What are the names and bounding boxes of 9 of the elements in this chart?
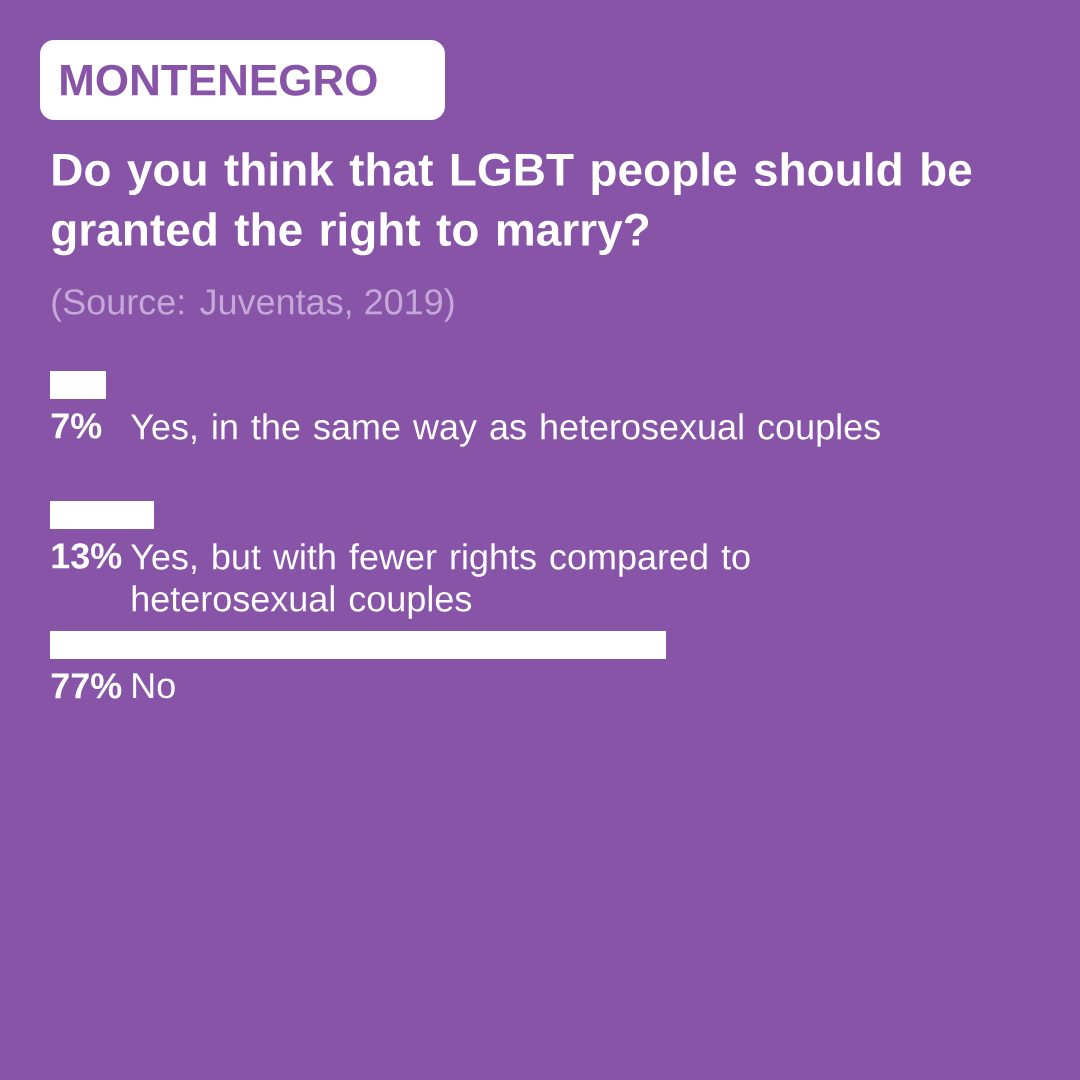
y-tick-label: Yes, in the same way as heterosexual couples xyxy=(130,413,880,447)
y-tick-label: No xyxy=(133,673,175,699)
chart-subtitle: MONTENEGRO xyxy=(61,64,377,96)
data-label: 13% xyxy=(52,543,122,569)
chart-title: Do you think that LGBT people should be granted the right to marry? xyxy=(52,152,972,256)
text: (Source: Juventas, 2019) xyxy=(52,288,454,322)
y-tick-label: Yes, but with fewer rights compared to heterosexual couples xyxy=(130,543,750,619)
data-label: 77% xyxy=(51,673,122,699)
data-label: 7% xyxy=(51,413,102,439)
